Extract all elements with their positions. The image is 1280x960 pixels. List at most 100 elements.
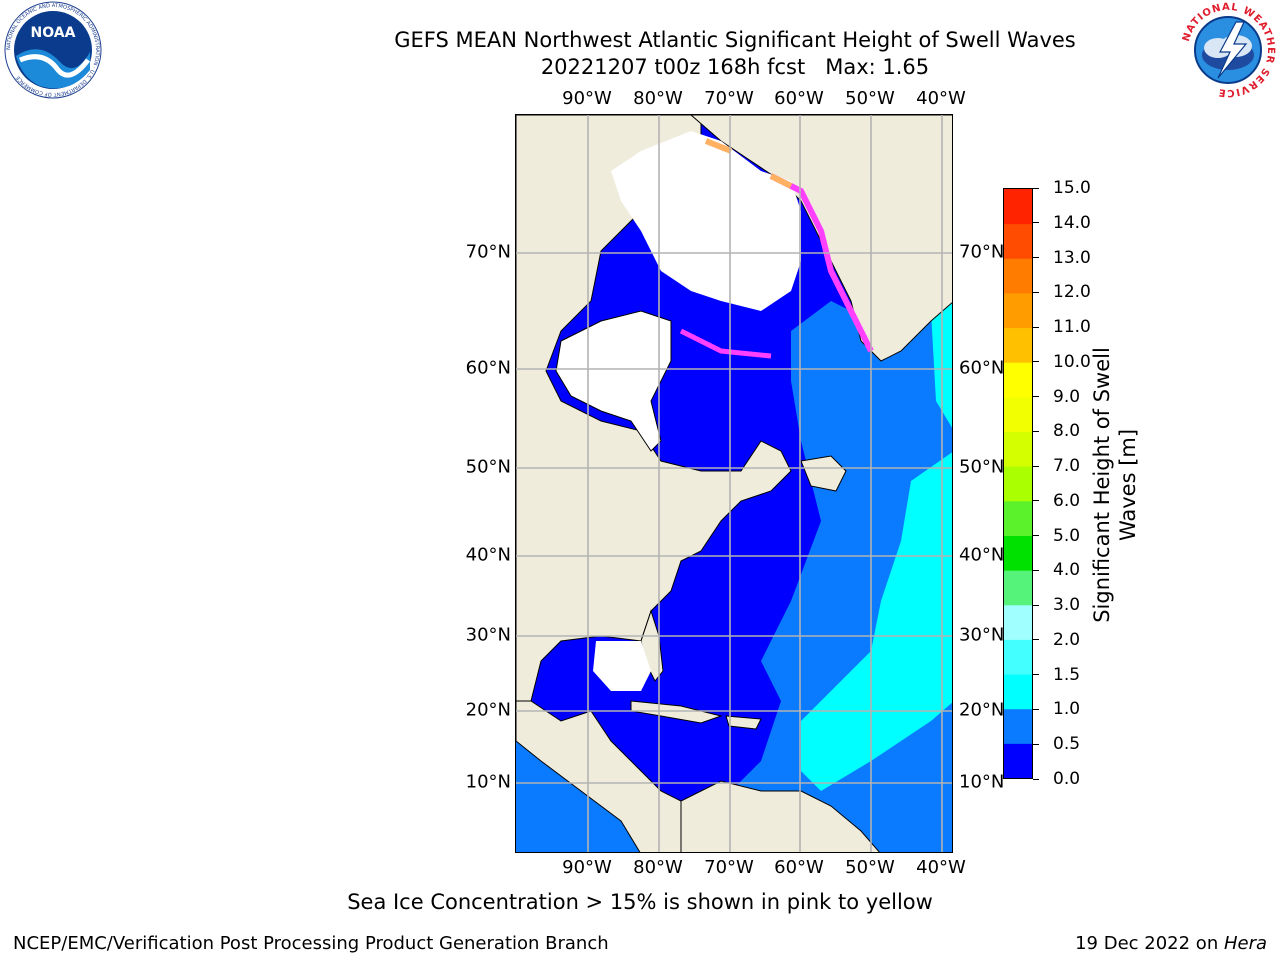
colorbar-swatch — [1004, 292, 1032, 329]
lat-label-left: 40°N — [465, 544, 511, 566]
colorbar-tick-label: 0.0 — [1053, 769, 1081, 789]
lat-label-right: 50°N — [959, 456, 1005, 478]
colorbar-tick-mark — [1033, 674, 1039, 676]
colorbar-swatch — [1004, 535, 1032, 571]
colorbar-tick-label: 5.0 — [1053, 525, 1081, 546]
colorbar-tick-label: 0.5 — [1053, 734, 1081, 755]
lon-label-bottom: 60°W — [774, 857, 824, 878]
colorbar-tick-label: 10.0 — [1053, 351, 1091, 372]
colorbar-tick-label: 1.0 — [1053, 699, 1081, 720]
lat-label-right: 40°N — [959, 544, 1005, 566]
noaa-logo-text: NOAA — [31, 25, 76, 41]
colorbar-tick-label: 1.5 — [1053, 664, 1081, 685]
colorbar-label: Significant Height of Swell Waves [m] — [1089, 347, 1141, 623]
colorbar-tick-mark — [1033, 604, 1039, 606]
lat-label-left: 50°N — [465, 456, 511, 478]
footer-host: Hera — [1223, 933, 1267, 954]
colorbar-tick-mark — [1033, 465, 1039, 467]
lon-label-top: 60°W — [774, 88, 824, 109]
colorbar — [1003, 188, 1033, 779]
colorbar-tick-mark — [1033, 535, 1039, 537]
colorbar-tick-mark — [1033, 326, 1039, 328]
lat-label-right: 30°N — [959, 624, 1005, 646]
lat-label-right: 20°N — [959, 699, 1005, 721]
colorbar-tick-label: 15.0 — [1053, 178, 1091, 198]
colorbar-tick-label: 11.0 — [1053, 317, 1091, 338]
lat-label-left: 10°N — [465, 771, 511, 793]
colorbar-swatch — [1004, 466, 1032, 502]
colorbar-swatch — [1004, 743, 1032, 779]
colorbar-tick-label: 4.0 — [1053, 560, 1081, 581]
colorbar-tick-mark — [1033, 396, 1039, 398]
land-north-america — [516, 115, 792, 702]
colorbar-label-line2: Waves [m] — [1116, 428, 1140, 542]
colorbar-swatch — [1004, 189, 1032, 225]
colorbar-tick-mark — [1033, 743, 1039, 745]
nws-logo: NATIONAL WEATHER SERVICE — [1176, 0, 1280, 100]
sea-ice-gulf — [593, 641, 651, 691]
colorbar-tick-mark — [1033, 187, 1039, 189]
colorbar-tick-label: 7.0 — [1053, 456, 1081, 477]
colorbar-tick-mark — [1033, 500, 1039, 502]
colorbar-swatch — [1004, 500, 1032, 536]
colorbar-swatch — [1004, 362, 1032, 398]
lon-label-bottom: 80°W — [633, 857, 683, 878]
graticule — [516, 115, 952, 852]
colorbar-swatch — [1004, 396, 1032, 433]
footer-date-text: 19 Dec 2022 on — [1075, 933, 1224, 954]
map-canvas — [516, 115, 952, 852]
lon-label-bottom: 70°W — [704, 857, 754, 878]
colorbar-swatches — [1004, 189, 1032, 779]
lon-label-bottom: 90°W — [562, 857, 612, 878]
colorbar-tick-label: 14.0 — [1053, 212, 1091, 233]
colorbar-swatch — [1004, 639, 1032, 675]
colorbar-swatch — [1004, 431, 1032, 467]
colorbar-swatch — [1004, 708, 1032, 744]
lon-label-top: 70°W — [704, 88, 754, 109]
colorbar-tick-mark — [1033, 708, 1039, 710]
land-hispaniola — [725, 715, 762, 730]
lon-label-bottom: 40°W — [916, 857, 966, 878]
lat-label-left: 30°N — [465, 624, 511, 646]
lon-label-top: 90°W — [562, 88, 612, 109]
colorbar-tick-mark — [1033, 569, 1039, 571]
lat-label-left: 60°N — [465, 357, 511, 379]
colorbar-tick-mark — [1033, 639, 1039, 641]
noaa-logo: NOAA NATIONAL OCEANIC AND ATMOSPHERIC AD… — [0, 0, 106, 100]
lat-label-left: 70°N — [465, 241, 511, 263]
colorbar-tick-label: 12.0 — [1053, 282, 1091, 303]
colorbar-swatch — [1004, 258, 1032, 294]
sea-ice-edge-hudson — [679, 328, 772, 359]
sea-ice-edge — [769, 173, 874, 353]
colorbar-tick-label: 6.0 — [1053, 490, 1081, 511]
colorbar-tick-label: 13.0 — [1053, 247, 1091, 268]
colorbar-tick-mark — [1033, 291, 1039, 293]
colorbar-tick-label: 8.0 — [1053, 421, 1081, 442]
colorbar-swatch — [1004, 674, 1032, 710]
colorbar-swatch — [1004, 570, 1032, 606]
colorbar-tick-mark — [1033, 430, 1039, 432]
colorbar-tick-label: 2.0 — [1053, 629, 1081, 650]
colorbar-swatch — [1004, 223, 1032, 259]
colorbar-tick-label: 9.0 — [1053, 386, 1081, 407]
footer-org: NCEP/EMC/Verification Post Processing Pr… — [13, 933, 609, 954]
footer-date: 19 Dec 2022 on Hera — [1075, 933, 1267, 954]
lat-label-right: 70°N — [959, 241, 1005, 263]
lon-label-top: 80°W — [633, 88, 683, 109]
chart-subtitle: 20221207 t00z 168h fcst Max: 1.65 — [540, 55, 930, 79]
lat-label-left: 20°N — [465, 699, 511, 721]
lat-label-right: 60°N — [959, 357, 1005, 379]
chart-title: GEFS MEAN Northwest Atlantic Significant… — [394, 28, 1076, 52]
colorbar-label-line1: Significant Height of Swell — [1090, 347, 1114, 623]
sea-ice-hudson — [555, 310, 672, 452]
sea-ice-edge-yellow — [704, 138, 793, 189]
lon-label-top: 40°W — [916, 88, 966, 109]
colorbar-tick-mark — [1033, 361, 1039, 363]
colorbar-swatch — [1004, 604, 1032, 640]
land-newfoundland — [800, 455, 847, 492]
colorbar-swatch — [1004, 327, 1032, 363]
lat-label-right: 10°N — [959, 771, 1005, 793]
colorbar-tick-mark — [1033, 778, 1039, 780]
swell-band-1.0-1.5 — [801, 452, 952, 791]
colorbar-tick-label: 3.0 — [1053, 595, 1081, 616]
